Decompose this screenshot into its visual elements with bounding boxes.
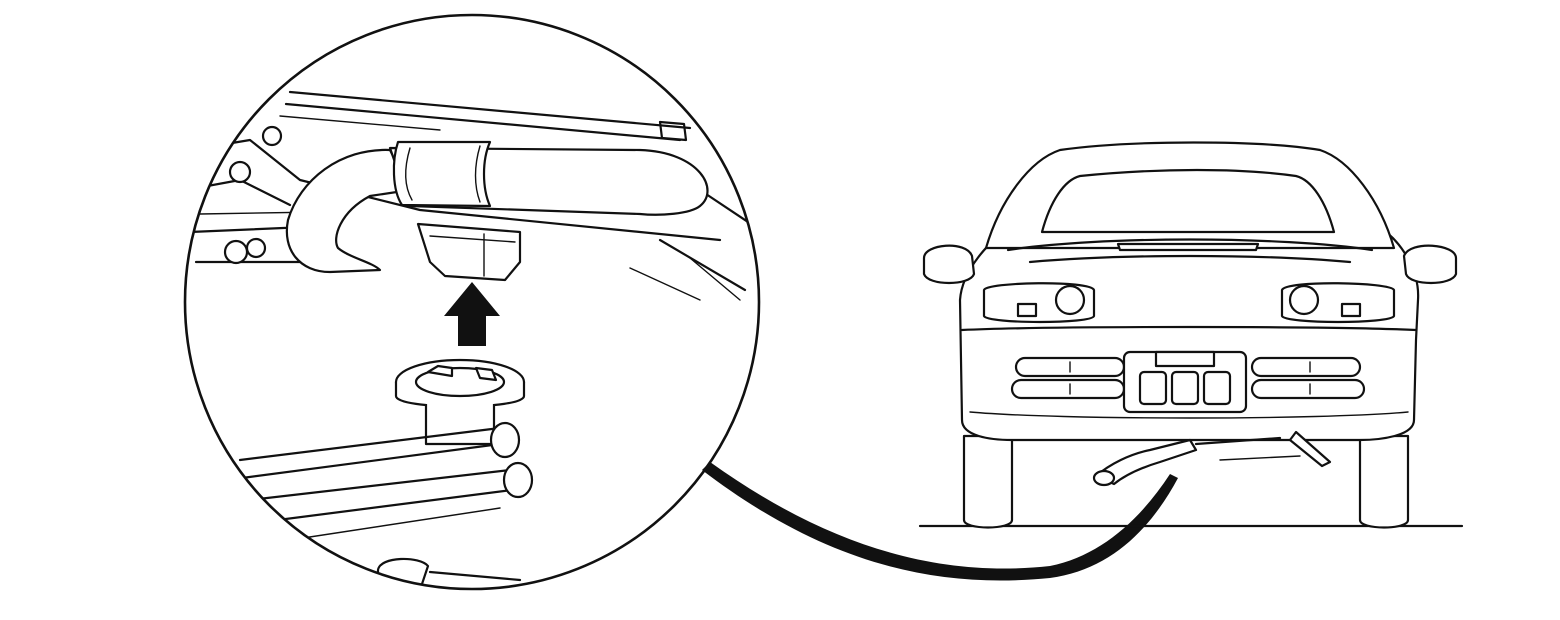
right-mirror [1402, 244, 1458, 284]
detail-view [185, 90, 759, 589]
car-exhaust [1092, 430, 1332, 487]
leader-line [702, 462, 1178, 581]
left-mirror [922, 244, 976, 284]
license-plate [1122, 350, 1248, 414]
lift-arrow-icon [444, 282, 500, 346]
rear-window [1040, 168, 1336, 234]
detail-view-frame [183, 13, 761, 591]
car-rear-view [918, 141, 1464, 529]
right-rear-wheel [1358, 434, 1410, 529]
bumper-vents [1010, 356, 1366, 400]
floor-jack [238, 421, 534, 589]
jack-saddle [394, 358, 526, 446]
left-rear-wheel [962, 434, 1014, 529]
